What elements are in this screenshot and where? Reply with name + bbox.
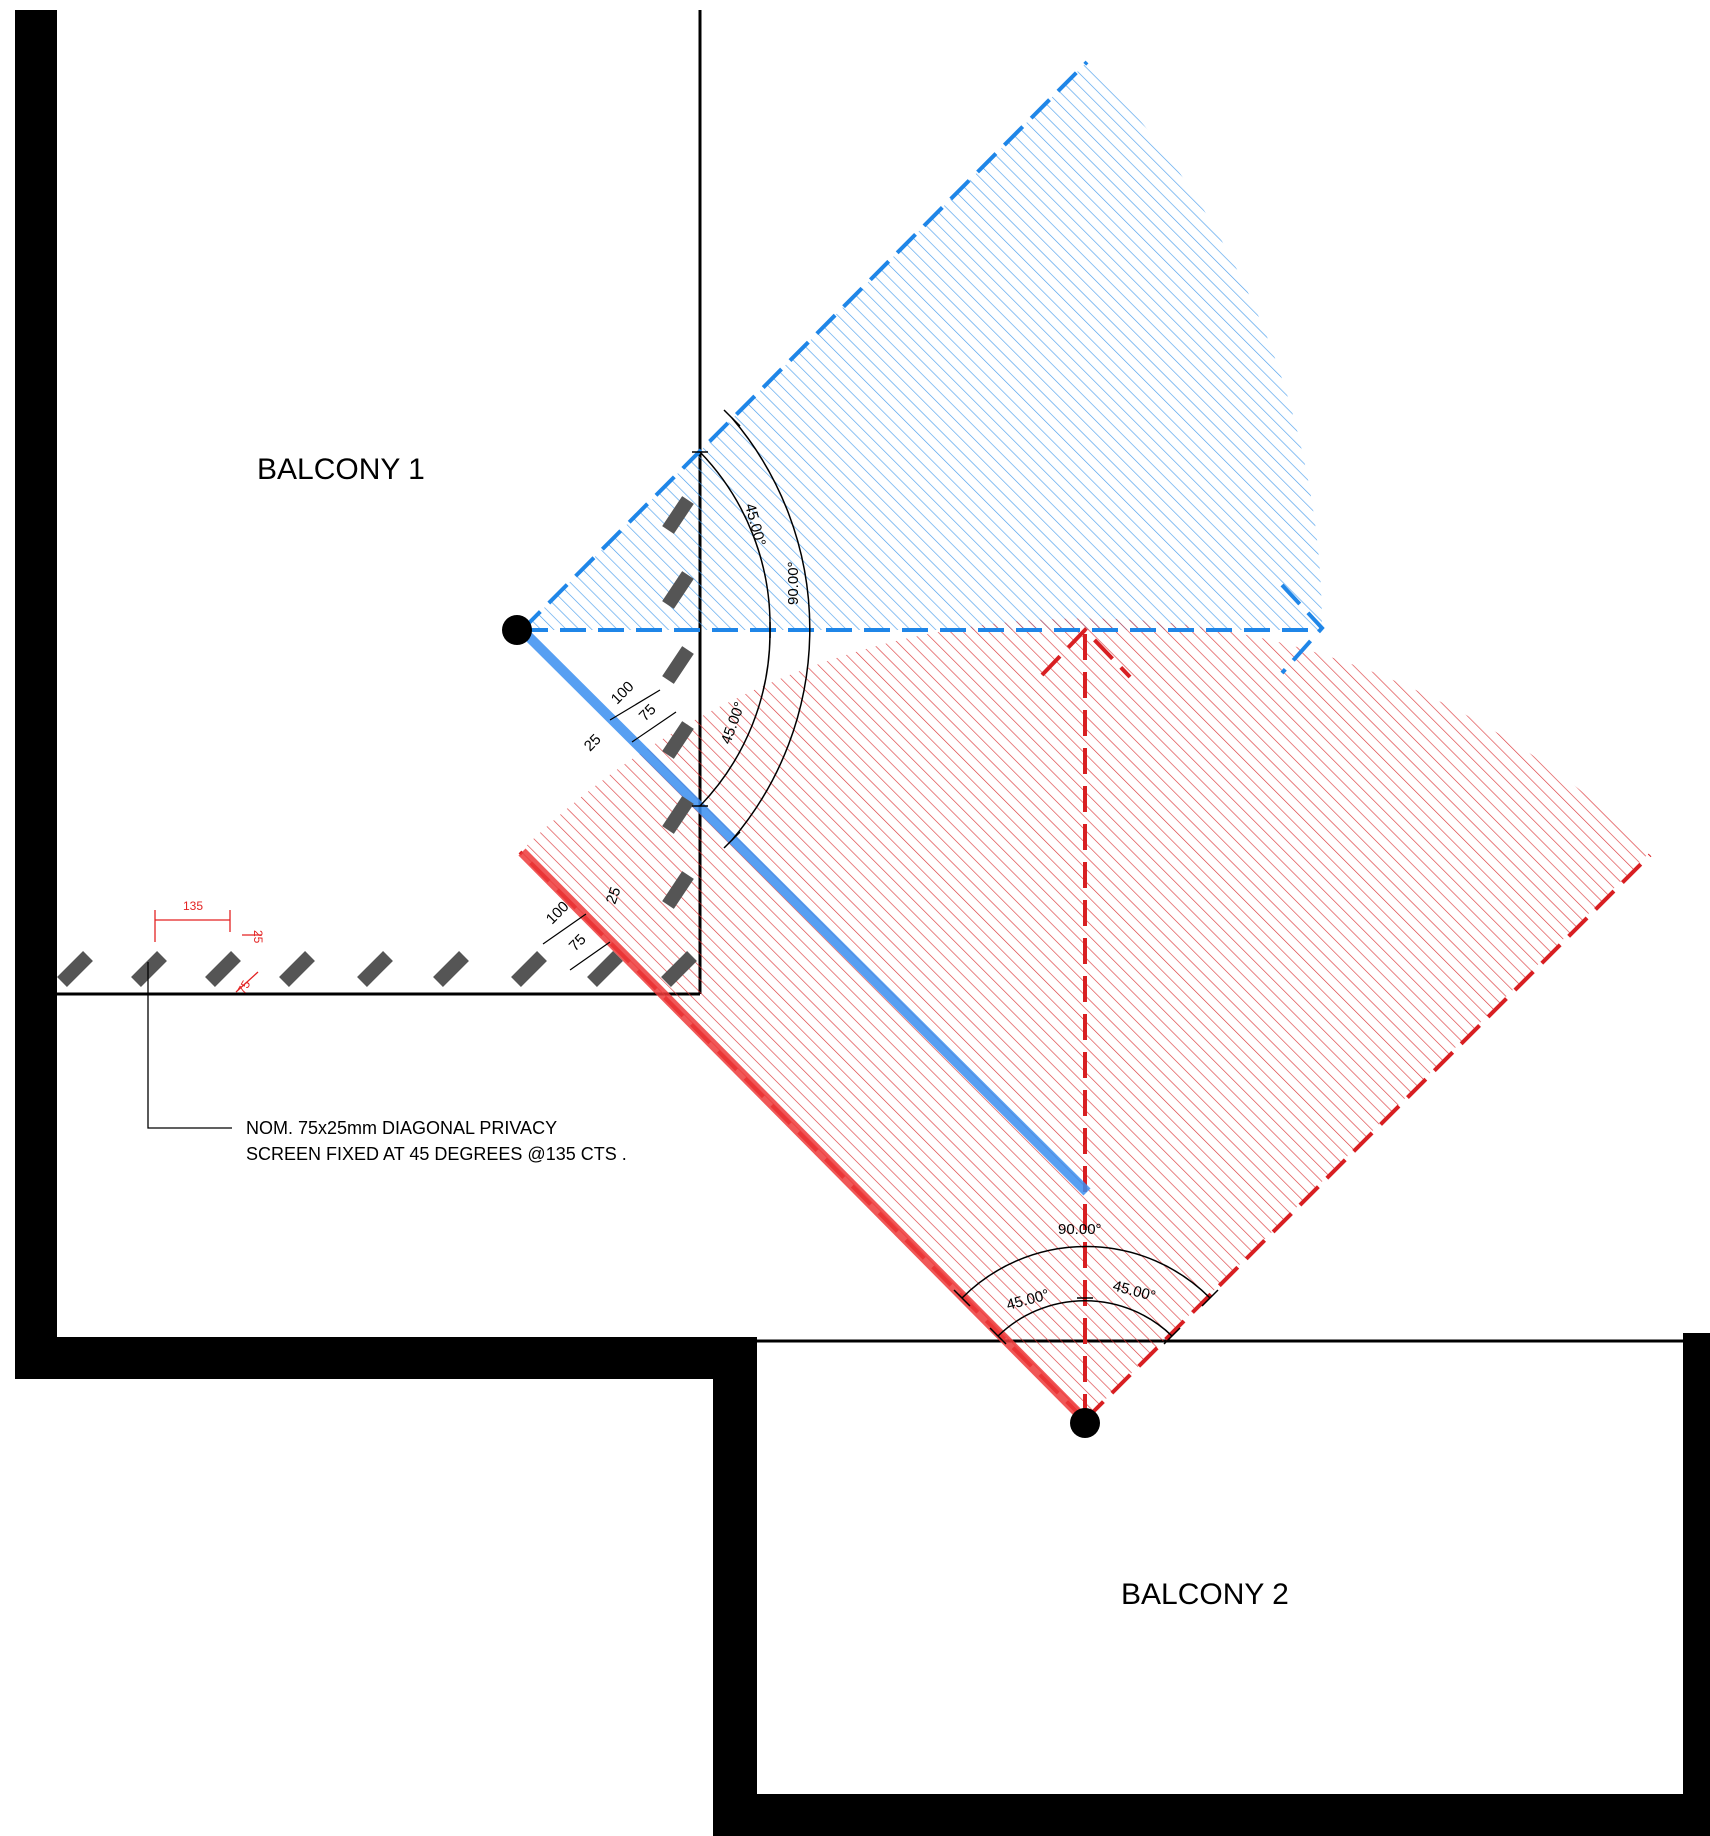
- blue-sightlines: [520, 60, 1318, 632]
- screen-dim-75: 75: [636, 701, 660, 725]
- arc-ticks: [692, 409, 1219, 1345]
- slat: [662, 721, 694, 759]
- angle-label-bottom-90: 90.00°: [1058, 1221, 1102, 1238]
- privacy-note-line2: SCREEN FIXED AT 45 DEGREES @135 CTS .: [246, 1144, 627, 1164]
- screen-dimension-lines: [542, 689, 677, 971]
- blue-arrow-head: [1280, 583, 1325, 675]
- arc-45-lower: [699, 629, 771, 807]
- wall-bottom-left: [15, 1337, 757, 1379]
- balcony1-view-cone: [522, 62, 1323, 630]
- angle-arcs: [699, 417, 1211, 1337]
- slat: [587, 951, 623, 987]
- slat: [662, 796, 694, 834]
- blue-sightline-45: [520, 60, 1089, 632]
- red-sightline-right: [1083, 853, 1652, 1422]
- walls: [15, 10, 1710, 1836]
- arc-45-bottom: [997, 1300, 1173, 1337]
- slat: [205, 951, 241, 987]
- slat: [279, 951, 315, 987]
- lower-dim-25: 25: [603, 885, 625, 906]
- blue-hatched-area: [522, 62, 1323, 630]
- slat-dim-75: 75: [234, 978, 253, 997]
- slat: [661, 951, 697, 987]
- balcony2-viewpoint: [1070, 1408, 1100, 1438]
- wall-balcony2-bottom: [713, 1794, 1710, 1836]
- blue-screen-edge: [518, 626, 1091, 1196]
- slat: [357, 951, 393, 987]
- spacing-dim-135: 135: [183, 899, 203, 913]
- wall-balcony2-left: [713, 1337, 757, 1836]
- red-screen-edge: [518, 848, 1089, 1424]
- slat: [662, 496, 694, 534]
- red-arrow-head: [1040, 627, 1132, 679]
- slat-dimension-marks: [154, 910, 262, 993]
- balcony-1-label: BALCONY 1: [257, 453, 425, 486]
- arc-90-bottom: [961, 1245, 1211, 1299]
- balcony-2-label: BALCONY 2: [1121, 1578, 1289, 1611]
- slat: [662, 571, 694, 609]
- slat: [511, 951, 547, 987]
- wall-left: [15, 10, 57, 1379]
- slat: [662, 871, 694, 909]
- angle-label-upper-90: 90.00°: [785, 561, 802, 605]
- slat: [662, 646, 694, 684]
- note-leader-line: [147, 962, 232, 1129]
- slat: [433, 951, 469, 987]
- privacy-note-line1: NOM. 75x25mm DIAGONAL PRIVACY: [246, 1118, 557, 1138]
- slat-dim-25: 25: [251, 930, 265, 944]
- wall-balcony2-right: [1683, 1333, 1710, 1836]
- balcony1-viewpoint: [502, 615, 532, 645]
- privacy-screen-slats: [57, 496, 697, 987]
- arc-45-upper: [699, 451, 771, 631]
- arc-90-upper: [731, 417, 811, 841]
- screen-dim-25: 25: [581, 731, 605, 755]
- slat: [57, 951, 93, 987]
- slat: [131, 951, 167, 987]
- screen-dim-100: 100: [608, 678, 638, 708]
- lower-dim-75: 75: [566, 931, 590, 955]
